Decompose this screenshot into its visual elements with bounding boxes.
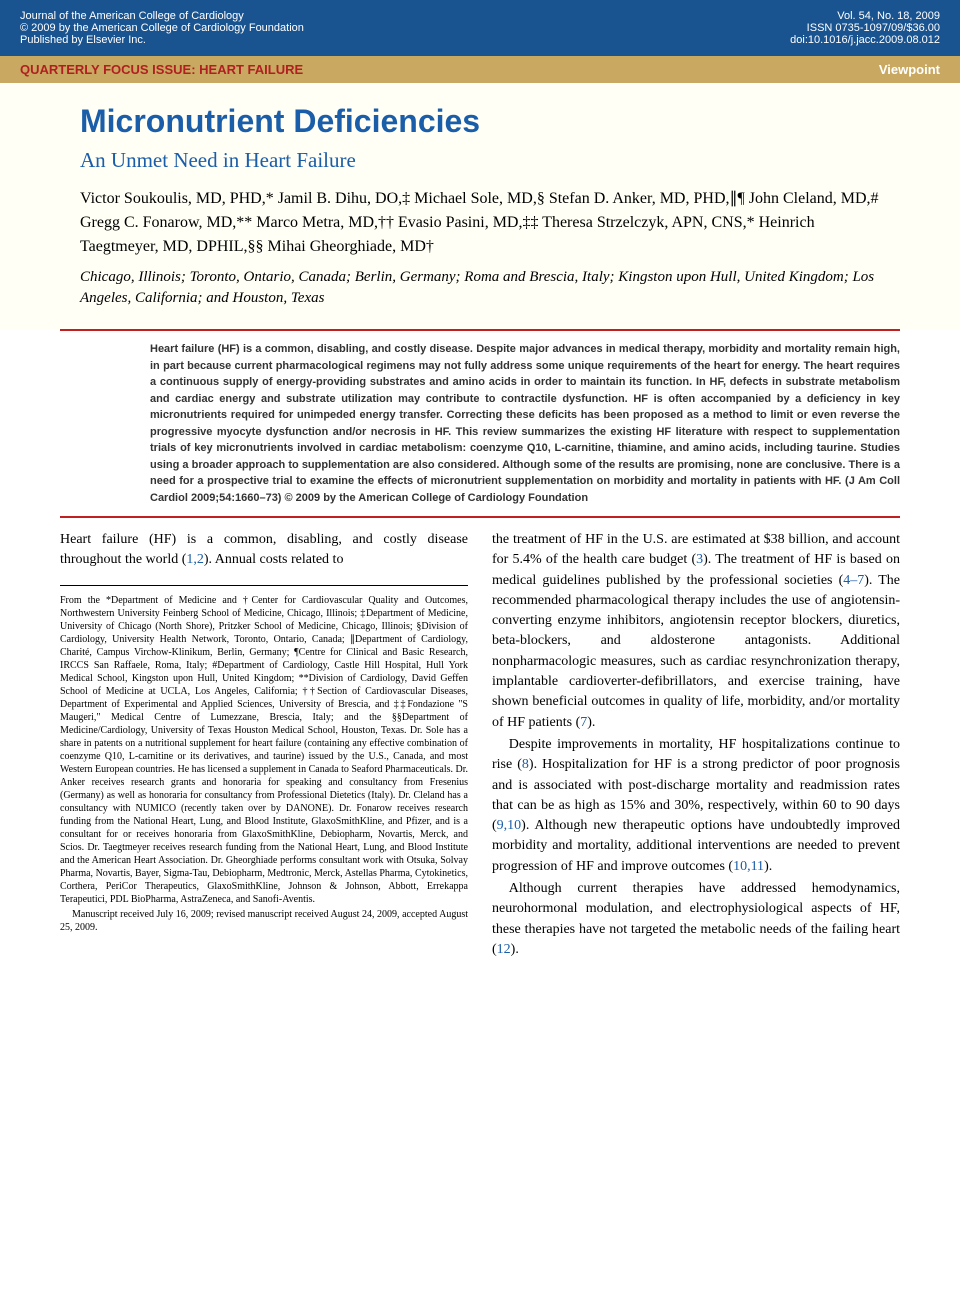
copyright-line: © 2009 by the American College of Cardio…	[20, 22, 304, 34]
ref-link[interactable]: 4–7	[843, 573, 864, 588]
abstract-text: Heart failure (HF) is a common, disablin…	[150, 341, 900, 506]
journal-header: Journal of the American College of Cardi…	[0, 0, 960, 56]
body-text: ).	[511, 942, 519, 957]
body-paragraph: Although current therapies have addresse…	[492, 879, 900, 960]
body-text: Although current therapies have addresse…	[492, 881, 900, 957]
body-text: ). Although new therapeutic options have…	[492, 818, 900, 874]
body-paragraph: the treatment of HF in the U.S. are esti…	[492, 530, 900, 733]
journal-header-right: Vol. 54, No. 18, 2009 ISSN 0735-1097/09/…	[790, 10, 940, 46]
abstract-row: Heart failure (HF) is a common, disablin…	[0, 331, 960, 516]
issn-line: ISSN 0735-1097/09/$36.00	[790, 22, 940, 34]
article-title: Micronutrient Deficiencies	[80, 103, 880, 140]
ref-link[interactable]: 8	[522, 757, 529, 772]
volume-issue: Vol. 54, No. 18, 2009	[790, 10, 940, 22]
author-list: Victor Soukoulis, MD, PHD,* Jamil B. Dih…	[80, 187, 880, 259]
doi-line: doi:10.1016/j.jacc.2009.08.012	[790, 34, 940, 46]
manuscript-dates: Manuscript received July 16, 2009; revis…	[60, 908, 468, 934]
body-text: ). Annual costs related to	[204, 552, 344, 567]
journal-header-left: Journal of the American College of Cardi…	[20, 10, 304, 46]
journal-name: Journal of the American College of Cardi…	[20, 10, 304, 22]
ref-link[interactable]: 9,10	[497, 818, 522, 833]
focus-banner: QUARTERLY FOCUS ISSUE: HEART FAILURE Vie…	[0, 56, 960, 83]
viewpoint-label: Viewpoint	[879, 62, 940, 77]
footnotes-block: From the *Department of Medicine and †Ce…	[60, 585, 468, 934]
ref-link[interactable]: 12	[497, 942, 511, 957]
ref-link[interactable]: 1,2	[186, 552, 204, 567]
body-text: ).	[587, 715, 595, 730]
abstract-spacer	[60, 341, 150, 506]
body-paragraph: Despite improvements in mortality, HF ho…	[492, 735, 900, 877]
title-block: Micronutrient Deficiencies An Unmet Need…	[0, 83, 960, 329]
article-body: Heart failure (HF) is a common, disablin…	[0, 518, 960, 980]
publisher-line: Published by Elsevier Inc.	[20, 34, 304, 46]
body-text: ).	[764, 859, 772, 874]
body-paragraph: Heart failure (HF) is a common, disablin…	[60, 530, 468, 571]
body-text: ). The recommended pharmacological thera…	[492, 573, 900, 730]
ref-link[interactable]: 10,11	[733, 859, 764, 874]
affiliation-cities: Chicago, Illinois; Toronto, Ontario, Can…	[80, 267, 880, 309]
article-subtitle: An Unmet Need in Heart Failure	[80, 148, 880, 173]
affiliation-footnote: From the *Department of Medicine and †Ce…	[60, 595, 468, 905]
focus-issue-label: QUARTERLY FOCUS ISSUE: HEART FAILURE	[20, 62, 303, 77]
